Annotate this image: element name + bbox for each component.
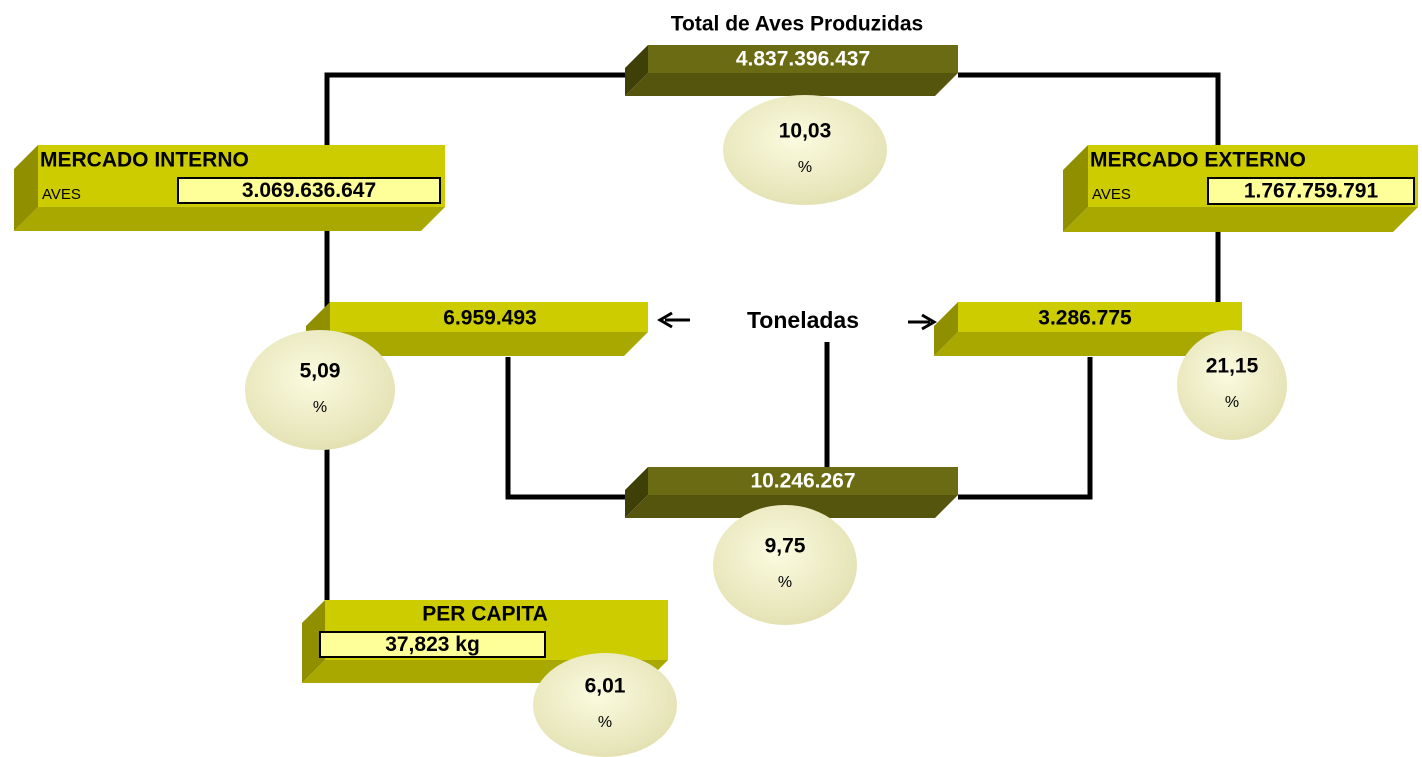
connector bbox=[505, 357, 625, 500]
toneladas-label: Toneladas bbox=[747, 307, 859, 333]
box-bottom bbox=[1063, 207, 1418, 232]
percent-sign: % bbox=[778, 574, 792, 591]
value-box bbox=[177, 177, 441, 204]
total-value: 4.837.396.437 bbox=[736, 48, 870, 71]
box-face bbox=[330, 302, 648, 332]
box-side bbox=[625, 45, 648, 96]
pc-title: PER CAPITA bbox=[422, 603, 548, 626]
percent-value: 10,03 bbox=[779, 120, 832, 143]
box-side bbox=[1063, 145, 1088, 232]
box-face bbox=[648, 467, 958, 495]
value-box bbox=[319, 631, 546, 658]
arrow bbox=[908, 313, 937, 331]
percent-sign: % bbox=[798, 159, 812, 176]
box-side bbox=[625, 467, 648, 518]
percent-value: 9,75 bbox=[765, 535, 806, 558]
value: 37,823 kg bbox=[385, 633, 480, 656]
box-side bbox=[14, 145, 38, 231]
percent-value: 21,15 bbox=[1206, 355, 1259, 378]
title: Total de Aves Produzidas bbox=[671, 13, 923, 36]
value: 3.069.636.647 bbox=[242, 179, 376, 202]
box-bottom bbox=[625, 73, 958, 96]
me-label: AVES bbox=[1092, 186, 1131, 203]
percent-bubble bbox=[533, 653, 677, 757]
percent-bubble bbox=[723, 95, 887, 205]
box-side bbox=[934, 302, 958, 356]
percent-sign: % bbox=[598, 714, 612, 731]
mi-title: MERCADO INTERNO bbox=[40, 149, 249, 172]
me-title: MERCADO EXTERNO bbox=[1090, 149, 1306, 172]
box-bottom bbox=[306, 332, 648, 356]
percent-bubble bbox=[1177, 330, 1287, 440]
value: 1.767.759.791 bbox=[1244, 180, 1379, 203]
box-bottom bbox=[14, 207, 445, 231]
percent-value: 6,01 bbox=[585, 675, 626, 698]
ton-interno: 6.959.493 bbox=[443, 307, 536, 330]
value-box bbox=[1207, 177, 1415, 205]
mi-label: AVES bbox=[42, 186, 81, 203]
box-bottom bbox=[934, 332, 1242, 356]
percent-bubble bbox=[245, 330, 395, 450]
ton-externo: 3.286.775 bbox=[1038, 307, 1132, 330]
box-side bbox=[302, 600, 325, 683]
percent-bubble bbox=[713, 505, 857, 625]
percent-sign: % bbox=[1225, 394, 1239, 411]
percent-sign: % bbox=[313, 399, 327, 416]
ton-total: 10.246.267 bbox=[750, 470, 855, 493]
percent-value: 5,09 bbox=[300, 360, 341, 383]
connector bbox=[958, 357, 1093, 500]
box-face bbox=[648, 45, 958, 73]
arrow bbox=[657, 311, 690, 329]
box-face bbox=[958, 302, 1242, 332]
